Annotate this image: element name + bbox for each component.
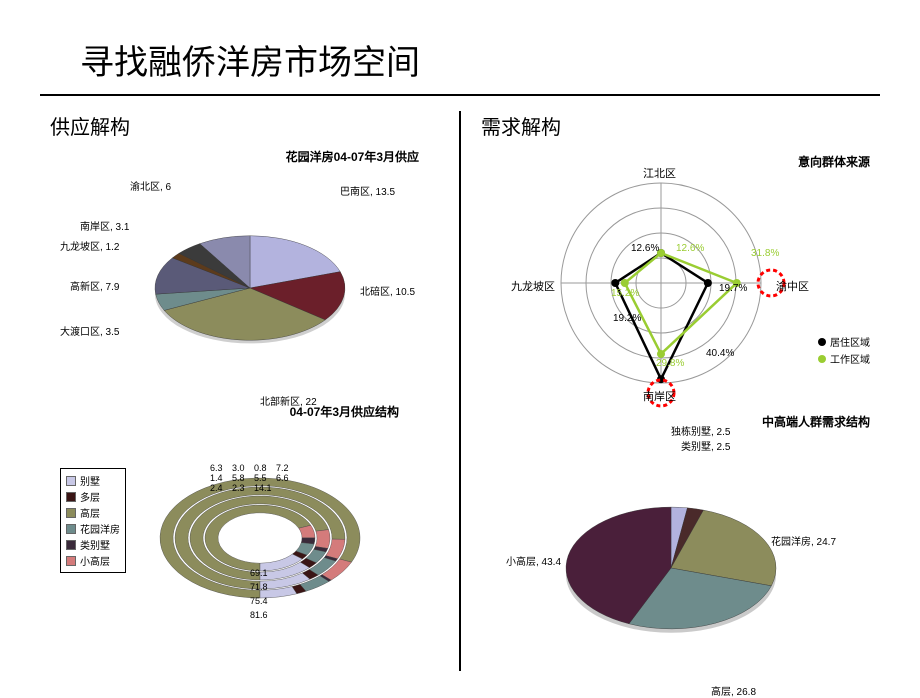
- pie1-label: 渝北区, 6: [130, 178, 171, 193]
- radar-value-label: 19.7%: [719, 283, 747, 294]
- ring-value-label: 81.6: [250, 610, 268, 620]
- demand-pie-chart: 中高端人群需求结构 独栋别墅, 2.5类别墅, 2.5花园洋房, 24.7高层,…: [471, 408, 880, 688]
- radar-value-label: 12.6%: [631, 243, 659, 254]
- slide: 寻找融侨洋房市场空间 供应解构 花园洋房04-07年3月供应 巴南区, 13.5…: [0, 0, 920, 690]
- radar-value-label: 31.8%: [751, 248, 779, 259]
- pie2-label: 花园洋房, 24.7: [771, 533, 836, 548]
- right-column: 需求解构 意向群体来源 居住区域工作区域 江北区渝中区南岸区九龙坡区12.6%1…: [461, 111, 880, 671]
- ring-value-label: 69.1: [250, 568, 268, 578]
- legend-item: 高层: [66, 505, 120, 520]
- right-heading: 需求解构: [481, 111, 880, 140]
- legend-item: 多层: [66, 489, 120, 504]
- legend-item: 小高层: [66, 553, 120, 568]
- main-title: 寻找融侨洋房市场空间: [80, 35, 880, 84]
- supply-structure-rings: 04-07年3月供应结构 别墅多层高层花园洋房类别墅小高层 69.171.875…: [40, 398, 449, 658]
- radar-axis-label: 渝中区: [776, 278, 809, 294]
- ring-value-label: 5.5: [254, 473, 267, 483]
- radar-value-label: 19.2%: [613, 313, 641, 324]
- pie1-label: 九龙坡区, 1.2: [60, 238, 119, 253]
- legend-label: 花园洋房: [80, 521, 120, 536]
- ring-value-label: 75.4: [250, 596, 268, 606]
- pie2-label: 小高层, 43.4: [506, 553, 561, 568]
- ring-value-label: 6.6: [276, 473, 289, 483]
- legend-label: 别墅: [80, 473, 100, 488]
- legend-label: 小高层: [80, 553, 110, 568]
- pie1-label: 巴南区, 13.5: [340, 183, 395, 198]
- ring-value-label: 2.4: [210, 483, 223, 493]
- radar-value-label: 15.2%: [611, 288, 639, 299]
- ring-value-label: 71.8: [250, 582, 268, 592]
- legend-label: 类别墅: [80, 537, 110, 552]
- ring-value-label: 3.0: [232, 463, 245, 473]
- content-row: 供应解构 花园洋房04-07年3月供应 巴南区, 13.5北碚区, 10.5北部…: [40, 111, 880, 671]
- rings-legend: 别墅多层高层花园洋房类别墅小高层: [60, 468, 126, 573]
- pie2-label: 类别墅, 2.5: [681, 438, 730, 453]
- ring-value-label: 1.4: [210, 473, 223, 483]
- legend-item: 花园洋房: [66, 521, 120, 536]
- ring-value-label: 14.1: [254, 483, 272, 493]
- legend-item: 别墅: [66, 473, 120, 488]
- legend-item: 类别墅: [66, 537, 120, 552]
- demand-radar-chart: 意向群体来源 居住区域工作区域 江北区渝中区南岸区九龙坡区12.6%12.6%3…: [471, 148, 880, 408]
- pie1-label: 南岸区, 3.1: [80, 218, 129, 233]
- ring-value-label: 5.8: [232, 473, 245, 483]
- supply-pie-chart: 花园洋房04-07年3月供应 巴南区, 13.5北碚区, 10.5北部新区, 2…: [40, 148, 449, 398]
- pie1-label: 大渡口区, 3.5: [60, 323, 119, 338]
- radar-axis-label: 九龙坡区: [511, 278, 555, 294]
- ring-value-label: 6.3: [210, 463, 223, 473]
- radar-value-label: 12.6%: [676, 243, 704, 254]
- pie1-label: 北碚区, 10.5: [360, 283, 415, 298]
- left-column: 供应解构 花园洋房04-07年3月供应 巴南区, 13.5北碚区, 10.5北部…: [40, 111, 461, 671]
- legend-label: 高层: [80, 505, 100, 520]
- radar-axis-label: 南岸区: [643, 388, 676, 404]
- ring-value-label: 0.8: [254, 463, 267, 473]
- radar-axis-label: 江北区: [643, 165, 676, 181]
- left-heading: 供应解构: [50, 111, 449, 140]
- pie1-label: 高新区, 7.9: [70, 278, 119, 293]
- radar-value-label: 29.8%: [656, 358, 684, 369]
- pie2-label: 高层, 26.8: [711, 683, 756, 698]
- ring-value-label: 7.2: [276, 463, 289, 473]
- divider: [40, 94, 880, 96]
- legend-label: 多层: [80, 489, 100, 504]
- pie2-label: 独栋别墅, 2.5: [671, 423, 730, 438]
- radar-value-label: 40.4%: [706, 348, 734, 359]
- ring-value-label: 2.3: [232, 483, 245, 493]
